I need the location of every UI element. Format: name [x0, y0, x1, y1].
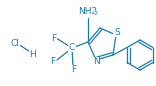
Text: F: F: [50, 57, 56, 66]
Text: Cl: Cl: [11, 39, 20, 47]
Text: F: F: [51, 34, 57, 42]
Text: F: F: [71, 66, 77, 74]
Text: S: S: [114, 28, 120, 36]
Text: 2: 2: [94, 10, 98, 15]
Text: H: H: [30, 50, 36, 58]
Text: N: N: [93, 58, 99, 66]
Text: NH2: NH2: [78, 7, 98, 15]
Text: C: C: [69, 42, 75, 52]
